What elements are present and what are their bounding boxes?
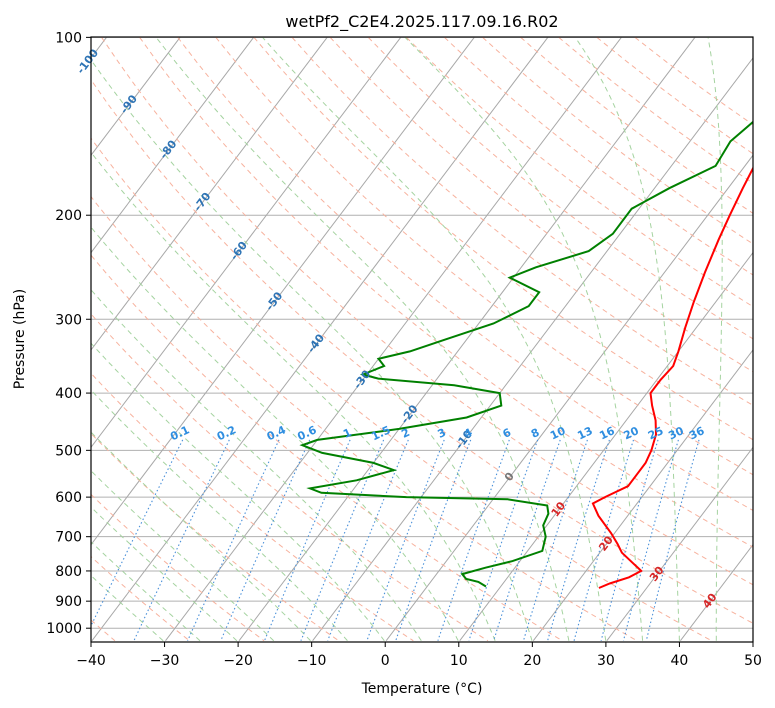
x-tick-label: 10 <box>450 653 468 669</box>
isotherm <box>238 37 696 642</box>
dry-adiabat <box>91 195 638 642</box>
dry-adiabat <box>91 78 753 624</box>
x-axis-label: Temperature (°C) <box>361 681 483 697</box>
x-tick-label: 0 <box>381 653 390 669</box>
dry-adiabat <box>91 372 414 642</box>
moist-adiabat <box>91 431 311 642</box>
mixing-ratio-line <box>468 439 539 641</box>
isotherm <box>165 37 622 642</box>
x-tick-label: −10 <box>297 653 327 669</box>
moist-adiabat <box>574 37 680 641</box>
isotherm <box>91 37 255 254</box>
dry-adiabat <box>91 555 190 642</box>
x-tick-label: 20 <box>523 653 541 669</box>
moist-adiabat <box>262 37 607 641</box>
moist-adiabat <box>91 151 496 641</box>
dry-adiabat <box>253 37 753 441</box>
mixing-ratio-label: 20 <box>621 424 641 442</box>
dry-adiabat <box>91 432 339 642</box>
mixing-ratio-line <box>600 439 659 641</box>
y-tick-label: 400 <box>55 386 82 402</box>
y-tick-label: 200 <box>55 208 82 224</box>
mixing-ratio-line <box>395 439 472 641</box>
x-tick-label: 30 <box>597 653 615 669</box>
moist-adiabat <box>707 37 723 641</box>
moist-adiabat <box>91 389 348 642</box>
mixing-ratio-line <box>327 439 409 641</box>
mixing-ratio-line <box>366 439 445 641</box>
dewpoint-profile <box>299 120 753 588</box>
moist-adiabat <box>91 342 385 642</box>
mixing-ratio-label: 10 <box>548 424 568 442</box>
dry-adiabat <box>91 313 489 642</box>
profile-lines <box>299 120 753 589</box>
mixing-ratio-line <box>220 439 311 641</box>
isotherm <box>385 154 753 642</box>
y-tick-label: 800 <box>55 564 82 580</box>
x-tick-label: 40 <box>671 653 689 669</box>
isotherm <box>91 37 402 449</box>
x-tick-label: −20 <box>223 653 253 669</box>
mixing-ratio-label: 16 <box>597 424 617 442</box>
isotherm <box>91 37 549 642</box>
isotherm <box>459 251 753 642</box>
isotherm <box>606 446 753 642</box>
y-tick-label: 600 <box>55 490 82 506</box>
dry-adiabat <box>329 37 753 373</box>
mixing-ratio-label: 25 <box>646 424 665 442</box>
mixing-ratio-line <box>547 439 610 641</box>
mixing-ratio-line <box>91 439 184 628</box>
isotherm <box>91 37 328 351</box>
x-axis-ticks: −40 −30 −20 −10 0 10 20 30 40 50 <box>76 642 762 669</box>
mixing-ratio-line <box>645 439 700 641</box>
mixing-ratio-line <box>522 439 588 641</box>
mixing-ratio-line <box>437 439 510 641</box>
dry-adiabat <box>367 37 753 340</box>
y-tick-label: 500 <box>55 443 82 459</box>
mixing-ratio-line <box>493 439 561 641</box>
mixing-ratio-labels: 0.1 0.2 0.4 0.6 1 1.5 2 3 4 6 8 10 13 16 20 25 30 36 <box>168 423 706 443</box>
chart-title: wetPf2_C2E4.2025.117.09.16.R02 <box>285 12 558 32</box>
dry-adiabat <box>291 37 753 406</box>
dry-adiabat <box>91 137 712 642</box>
y-axis-label: Pressure (hPa) <box>12 289 28 389</box>
dry-adiabat <box>406 37 753 308</box>
dry-adiabat <box>91 254 563 642</box>
moist-adiabat <box>91 59 533 641</box>
mixing-ratio-line <box>133 439 230 641</box>
y-tick-label: 100 <box>55 30 82 46</box>
mixing-ratio-label: 36 <box>687 424 707 442</box>
temperature-profile <box>591 166 753 589</box>
moist-adiabat <box>91 226 459 641</box>
isotherm <box>91 37 181 157</box>
plot-area <box>91 37 753 642</box>
x-tick-label: −40 <box>76 653 106 669</box>
y-tick-label: 300 <box>55 312 82 328</box>
isotherm <box>91 37 475 546</box>
y-tick-label: 900 <box>55 594 82 610</box>
mixing-ratio-line <box>573 439 635 641</box>
mixing-ratio-label: 13 <box>575 424 594 442</box>
y-axis-ticks: 100 200 300 400 500 600 700 800 900 1000 <box>46 30 91 637</box>
isotherm <box>532 349 753 642</box>
x-tick-label: 50 <box>744 653 762 669</box>
mixing-ratio-line <box>622 439 679 641</box>
plot-frame <box>90 36 754 643</box>
y-tick-label: 700 <box>55 530 82 546</box>
x-tick-label: −30 <box>150 653 180 669</box>
moist-adiabat <box>91 470 275 642</box>
mixing-ratio-label: 30 <box>666 424 686 442</box>
y-tick-label: 1000 <box>46 621 82 637</box>
